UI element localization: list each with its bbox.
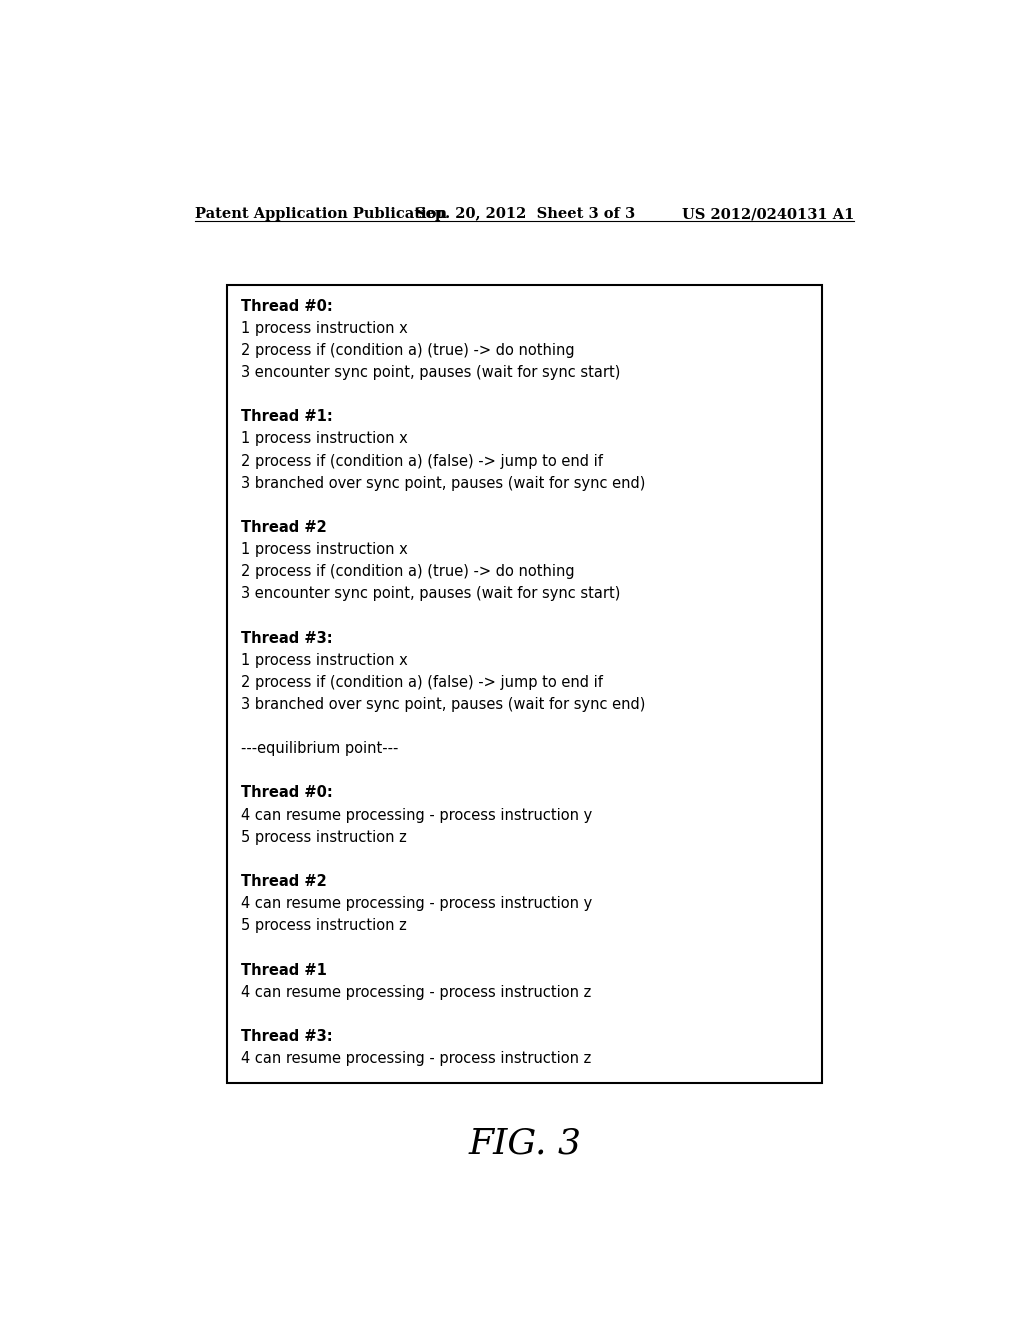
Text: 3 branched over sync point, pauses (wait for sync end): 3 branched over sync point, pauses (wait… bbox=[242, 697, 646, 711]
Text: 2 process if (condition a) (false) -> jump to end if: 2 process if (condition a) (false) -> ju… bbox=[242, 454, 603, 469]
Text: Thread #2: Thread #2 bbox=[242, 520, 328, 535]
Text: Sep. 20, 2012  Sheet 3 of 3: Sep. 20, 2012 Sheet 3 of 3 bbox=[415, 207, 635, 222]
Text: 3 encounter sync point, pauses (wait for sync start): 3 encounter sync point, pauses (wait for… bbox=[242, 586, 621, 602]
Text: US 2012/0240131 A1: US 2012/0240131 A1 bbox=[682, 207, 854, 222]
Text: 4 can resume processing - process instruction z: 4 can resume processing - process instru… bbox=[242, 1051, 592, 1067]
Text: 3 branched over sync point, pauses (wait for sync end): 3 branched over sync point, pauses (wait… bbox=[242, 475, 646, 491]
Text: 1 process instruction x: 1 process instruction x bbox=[242, 432, 409, 446]
Text: Thread #0:: Thread #0: bbox=[242, 298, 333, 314]
Text: Thread #2: Thread #2 bbox=[242, 874, 328, 888]
Text: FIG. 3: FIG. 3 bbox=[468, 1126, 582, 1160]
Text: Patent Application Publication: Patent Application Publication bbox=[196, 207, 447, 222]
Text: 4 can resume processing - process instruction y: 4 can resume processing - process instru… bbox=[242, 896, 593, 911]
Text: 1 process instruction x: 1 process instruction x bbox=[242, 652, 409, 668]
Text: 2 process if (condition a) (false) -> jump to end if: 2 process if (condition a) (false) -> ju… bbox=[242, 675, 603, 690]
Text: Thread #0:: Thread #0: bbox=[242, 785, 333, 800]
Text: Thread #3:: Thread #3: bbox=[242, 631, 333, 645]
Bar bbox=[227, 285, 822, 1084]
Text: 4 can resume processing - process instruction y: 4 can resume processing - process instru… bbox=[242, 808, 593, 822]
Text: 5 process instruction z: 5 process instruction z bbox=[242, 830, 408, 845]
Text: 1 process instruction x: 1 process instruction x bbox=[242, 543, 409, 557]
Text: 5 process instruction z: 5 process instruction z bbox=[242, 919, 408, 933]
Text: 1 process instruction x: 1 process instruction x bbox=[242, 321, 409, 335]
Text: Thread #1: Thread #1 bbox=[242, 962, 328, 978]
Text: ---equilibrium point---: ---equilibrium point--- bbox=[242, 742, 399, 756]
Text: Thread #3:: Thread #3: bbox=[242, 1028, 333, 1044]
Text: 3 encounter sync point, pauses (wait for sync start): 3 encounter sync point, pauses (wait for… bbox=[242, 366, 621, 380]
Text: 2 process if (condition a) (true) -> do nothing: 2 process if (condition a) (true) -> do … bbox=[242, 564, 575, 579]
Text: 2 process if (condition a) (true) -> do nothing: 2 process if (condition a) (true) -> do … bbox=[242, 343, 575, 358]
Text: 4 can resume processing - process instruction z: 4 can resume processing - process instru… bbox=[242, 985, 592, 999]
Text: Thread #1:: Thread #1: bbox=[242, 409, 333, 424]
